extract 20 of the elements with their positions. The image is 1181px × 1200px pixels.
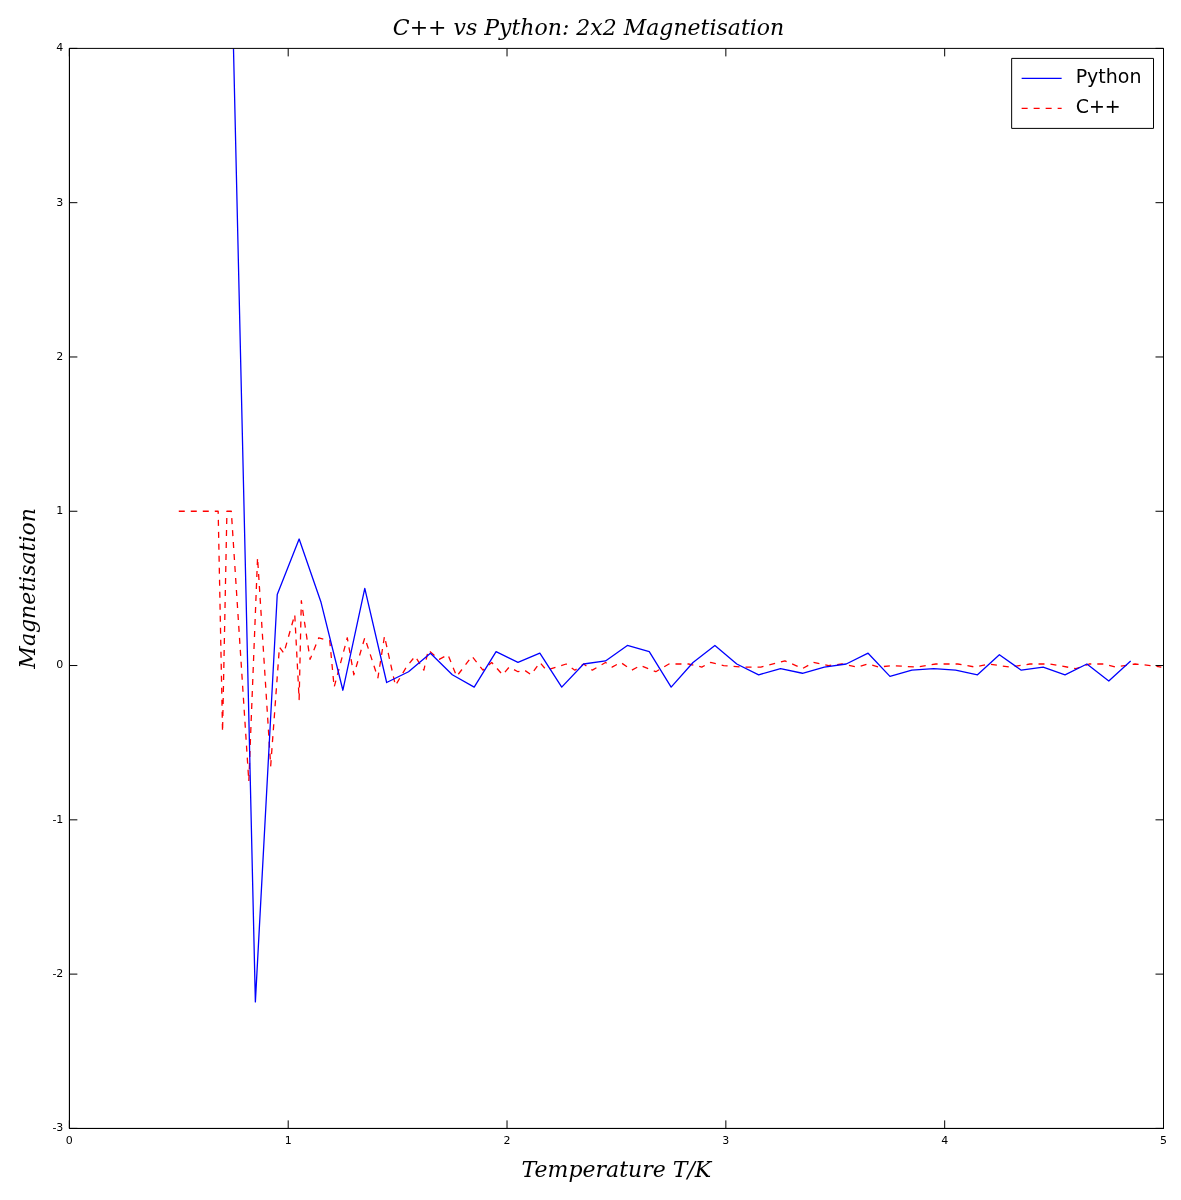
x-tick-label: 5 bbox=[1160, 1133, 1167, 1147]
y-tick-label: -2 bbox=[52, 966, 64, 980]
y-tick-label: 0 bbox=[56, 658, 64, 672]
y-tick-label: 2 bbox=[56, 349, 64, 363]
y-tick-label: 4 bbox=[56, 41, 64, 55]
x-tick-label: 1 bbox=[284, 1133, 292, 1147]
legend-label: Python bbox=[1075, 65, 1142, 88]
y-axis-title: Magnetisation bbox=[14, 508, 40, 670]
legend-label: C++ bbox=[1075, 95, 1121, 118]
y-tick-label: 1 bbox=[56, 504, 64, 518]
x-axis-title: Temperature T/K bbox=[521, 1156, 713, 1182]
y-tick-label: -1 bbox=[52, 812, 64, 826]
chart-title: C++ vs Python: 2x2 Magnetisation bbox=[392, 14, 785, 40]
x-tick-label: 2 bbox=[503, 1133, 511, 1147]
line-series bbox=[178, 510, 1162, 782]
x-tick-label: 4 bbox=[941, 1133, 949, 1147]
x-tick-label: 0 bbox=[65, 1133, 73, 1147]
y-tick-label: 3 bbox=[56, 195, 64, 209]
x-tick-label: 3 bbox=[722, 1133, 730, 1147]
y-tick-label: -3 bbox=[52, 1121, 64, 1135]
